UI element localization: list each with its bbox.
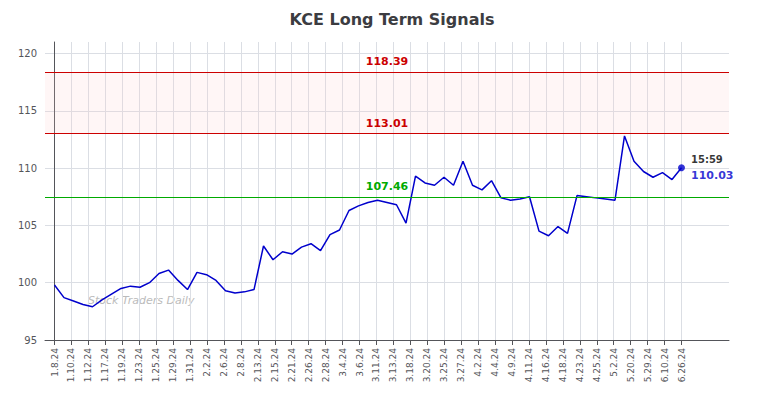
svg-text:3.25.24: 3.25.24	[439, 348, 449, 383]
svg-text:2.2.24: 2.2.24	[202, 348, 212, 377]
svg-text:4.25.24: 4.25.24	[592, 348, 602, 383]
svg-text:6.26.24: 6.26.24	[677, 348, 687, 383]
svg-text:3.11.24: 3.11.24	[371, 348, 381, 383]
svg-text:4.11.24: 4.11.24	[524, 348, 534, 383]
svg-text:110: 110	[18, 163, 37, 174]
svg-text:4.16.24: 4.16.24	[541, 348, 551, 383]
svg-text:4.2.24: 4.2.24	[473, 348, 483, 377]
svg-text:1.12.24: 1.12.24	[83, 348, 93, 383]
svg-text:105: 105	[18, 220, 37, 231]
svg-text:1.29.24: 1.29.24	[168, 348, 178, 383]
svg-text:Stock Traders Daily: Stock Traders Daily	[88, 294, 195, 307]
svg-text:1.25.24: 1.25.24	[151, 348, 161, 383]
svg-text:3.18.24: 3.18.24	[405, 348, 415, 383]
svg-text:4.18.24: 4.18.24	[558, 348, 568, 383]
svg-text:2.13.24: 2.13.24	[253, 348, 263, 383]
svg-text:120: 120	[18, 48, 37, 59]
svg-text:100: 100	[18, 277, 37, 288]
svg-text:3.6.24: 3.6.24	[355, 348, 365, 377]
svg-text:2.6.24: 2.6.24	[219, 348, 229, 377]
svg-text:1.17.24: 1.17.24	[100, 348, 110, 383]
svg-text:2.28.24: 2.28.24	[321, 348, 331, 383]
svg-text:1.8.24: 1.8.24	[50, 348, 60, 377]
svg-text:95: 95	[24, 335, 37, 346]
svg-text:107.46: 107.46	[366, 180, 409, 193]
svg-text:6.10.24: 6.10.24	[660, 348, 670, 383]
svg-text:5.29.24: 5.29.24	[643, 348, 653, 383]
svg-text:4.4.24: 4.4.24	[490, 348, 500, 377]
svg-text:4.9.24: 4.9.24	[507, 348, 517, 377]
svg-text:2.21.24: 2.21.24	[287, 348, 297, 383]
svg-text:KCE Long Term Signals: KCE Long Term Signals	[290, 10, 495, 29]
svg-text:113.01: 113.01	[366, 117, 408, 130]
svg-text:1.10.24: 1.10.24	[66, 348, 76, 383]
svg-text:3.4.24: 3.4.24	[338, 348, 348, 377]
svg-text:3.20.24: 3.20.24	[422, 348, 432, 383]
svg-text:2.26.24: 2.26.24	[304, 348, 314, 383]
svg-text:4.23.24: 4.23.24	[575, 348, 585, 383]
svg-text:2.8.24: 2.8.24	[236, 348, 246, 377]
svg-text:115: 115	[18, 105, 37, 116]
svg-text:110.03: 110.03	[691, 169, 733, 182]
svg-text:2.15.24: 2.15.24	[270, 348, 280, 383]
svg-text:5.2.24: 5.2.24	[609, 348, 619, 377]
svg-text:118.39: 118.39	[366, 55, 408, 68]
svg-text:3.13.24: 3.13.24	[388, 348, 398, 383]
svg-text:1.19.24: 1.19.24	[117, 348, 127, 383]
svg-text:1.23.24: 1.23.24	[134, 348, 144, 383]
svg-text:5.20.24: 5.20.24	[626, 348, 636, 383]
svg-text:3.27.24: 3.27.24	[456, 348, 466, 383]
svg-text:15:59: 15:59	[691, 154, 723, 165]
svg-text:1.31.24: 1.31.24	[185, 348, 195, 383]
